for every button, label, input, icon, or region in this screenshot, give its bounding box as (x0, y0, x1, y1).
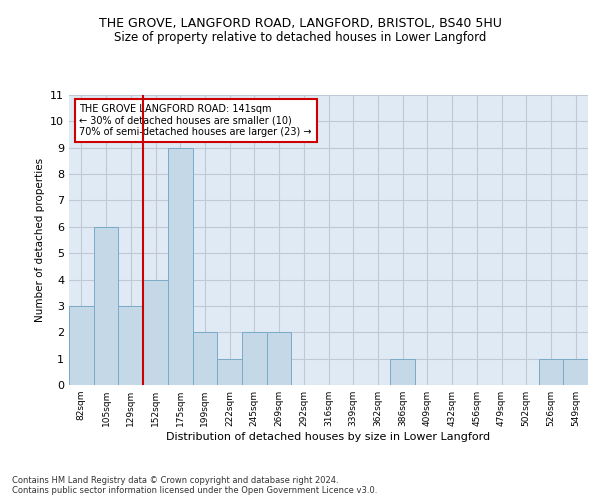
Bar (94, 227, 118, 385)
Bar (390, 358, 415, 385)
Bar (168, 148, 193, 385)
Bar (242, 332, 267, 385)
Bar (539, 358, 563, 385)
Y-axis label: Number of detached properties: Number of detached properties (35, 158, 44, 322)
Bar (193, 332, 217, 385)
Bar (69, 306, 94, 385)
Bar (217, 358, 242, 385)
Text: Size of property relative to detached houses in Lower Langford: Size of property relative to detached ho… (114, 31, 486, 44)
Text: THE GROVE LANGFORD ROAD: 141sqm
← 30% of detached houses are smaller (10)
70% of: THE GROVE LANGFORD ROAD: 141sqm ← 30% of… (79, 104, 312, 137)
Text: Contains HM Land Registry data © Crown copyright and database right 2024.
Contai: Contains HM Land Registry data © Crown c… (12, 476, 377, 495)
Bar (563, 358, 588, 385)
Bar (118, 306, 143, 385)
Text: THE GROVE, LANGFORD ROAD, LANGFORD, BRISTOL, BS40 5HU: THE GROVE, LANGFORD ROAD, LANGFORD, BRIS… (98, 18, 502, 30)
Bar (143, 280, 168, 385)
X-axis label: Distribution of detached houses by size in Lower Langford: Distribution of detached houses by size … (166, 432, 491, 442)
Bar (267, 332, 292, 385)
